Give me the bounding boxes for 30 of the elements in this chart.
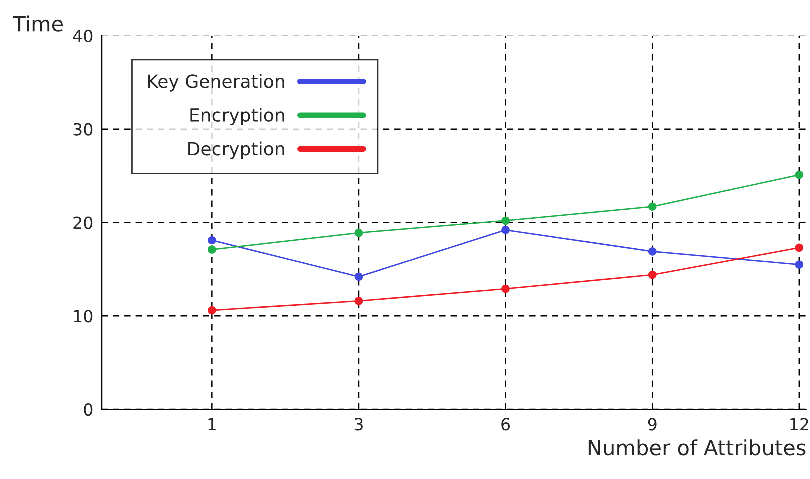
y-axis-title: Time [13, 16, 64, 32]
point [795, 170, 804, 180]
point [795, 244, 804, 252]
point [648, 248, 657, 256]
x-tick-label: 1 [208, 418, 216, 431]
point [648, 270, 657, 280]
point [354, 272, 364, 282]
x-tick-label: 9 [648, 418, 657, 431]
point [354, 297, 364, 306]
legend-label: Key Generation [148, 74, 284, 92]
y-tick-label: 0 [84, 404, 93, 416]
point [208, 246, 216, 254]
y-tick-label: 40 [73, 30, 93, 42]
point [502, 226, 510, 234]
y-tick-label: 30 [74, 123, 93, 136]
x-axis-title: Number of Attributes [588, 440, 806, 456]
point [354, 228, 364, 238]
point [208, 236, 216, 245]
legend-label: Encryption [190, 108, 284, 126]
point [208, 306, 216, 315]
y-tick-label: 10 [74, 310, 93, 323]
x-tick-label: 12 [790, 418, 808, 431]
x-tick-label: 6 [502, 418, 510, 431]
y-tick-label: 20 [74, 216, 93, 230]
point [502, 216, 510, 226]
point [648, 202, 657, 212]
legend-label: Decryption [188, 142, 284, 160]
x-tick-label: 3 [354, 418, 363, 431]
point [795, 260, 804, 269]
point [502, 284, 510, 294]
